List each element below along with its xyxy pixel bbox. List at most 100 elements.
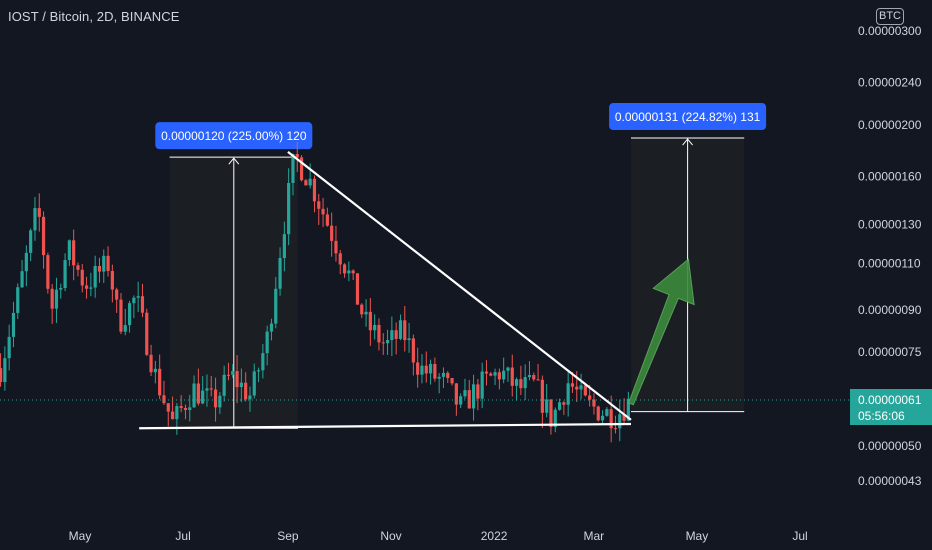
candle-body <box>231 371 235 375</box>
candle-body <box>299 157 304 181</box>
candle-body <box>63 260 67 289</box>
candle-body <box>596 406 600 421</box>
projection-arrow <box>628 258 695 406</box>
candle-body <box>54 289 59 309</box>
candle-body <box>102 255 106 272</box>
candle-body <box>342 264 347 274</box>
candle-body <box>132 297 136 304</box>
candle-body <box>450 377 454 384</box>
candle-body <box>282 234 286 258</box>
candle-body <box>145 312 149 355</box>
candle-body <box>575 386 579 390</box>
candle-body <box>454 383 458 405</box>
time-axis-label: Jul <box>175 529 190 543</box>
candle-body <box>325 214 329 226</box>
candle-body <box>592 399 596 407</box>
candle-body <box>312 178 317 202</box>
candle-body <box>269 323 274 332</box>
candle-body <box>226 374 231 376</box>
candle-body <box>416 362 420 375</box>
candle-body <box>613 428 618 430</box>
candle-body <box>355 273 360 305</box>
measure-label-box <box>155 122 313 150</box>
candle-body <box>97 265 102 272</box>
candle-body <box>110 270 114 290</box>
candle-body <box>519 379 523 389</box>
candle-body <box>127 303 132 326</box>
candle-body <box>235 371 239 388</box>
candle-body <box>347 270 351 274</box>
last-price-tag: 0.00000061 05:56:06 <box>850 389 932 425</box>
time-axis-label: May <box>69 529 92 543</box>
candle-body <box>622 414 626 421</box>
measure-label-box <box>609 103 767 131</box>
candle-body <box>76 265 80 270</box>
candle-body <box>441 372 446 377</box>
candle-body <box>385 340 390 344</box>
candle-body <box>373 324 377 331</box>
candle-body <box>506 367 510 371</box>
candle-body <box>420 365 424 375</box>
candle-body <box>239 382 243 388</box>
candle-body <box>476 384 480 399</box>
candle-body <box>256 370 261 372</box>
candle-body <box>536 379 540 381</box>
chart-title: IOST / Bitcoin, 2D, BINANCE <box>8 9 180 24</box>
candle-body <box>497 372 501 380</box>
candle-body <box>274 288 278 324</box>
candle-body <box>183 407 188 411</box>
candle-body <box>545 399 549 413</box>
drawings-layer <box>0 151 850 430</box>
candle-body <box>170 411 175 420</box>
candle-body <box>510 367 514 386</box>
candle-body <box>222 374 226 396</box>
candle-body <box>330 225 334 241</box>
candle-body <box>618 414 622 429</box>
price-axis: 0.00000300 0.00000240 0.00000200 0.00000160… <box>858 24 922 488</box>
candle-body <box>89 287 93 289</box>
candle-body <box>411 338 415 363</box>
trendline <box>287 151 632 421</box>
time-axis-label: Sep <box>277 529 299 543</box>
price-axis-label: 0.00000090 <box>858 303 922 317</box>
candle-body <box>140 296 145 313</box>
candle-body <box>583 385 587 396</box>
candle-body <box>364 311 368 315</box>
candle-body <box>175 406 179 420</box>
measurement-boxes: 0.00000120 (225.00%) 120 0.00000131 (224.… <box>155 103 767 429</box>
candle-body <box>24 252 28 272</box>
candle-body <box>360 304 364 315</box>
candle-body <box>29 230 33 253</box>
time-axis-label: May <box>686 529 709 543</box>
candle-body <box>158 368 162 396</box>
last-price-value: 0.00000061 <box>858 393 922 407</box>
last-price-tag-box <box>850 389 932 425</box>
currency-badge[interactable]: BTC <box>876 8 904 25</box>
candle-body <box>287 182 291 235</box>
price-axis-label: 0.00000240 <box>858 76 922 90</box>
candle-body <box>188 407 192 411</box>
candle-body <box>50 288 54 309</box>
time-axis: May Jul Sep Nov 2022 Mar May Jul <box>69 529 808 543</box>
candle-body <box>72 240 76 266</box>
candle-body <box>381 342 385 344</box>
candle-body <box>321 208 325 215</box>
candle-body <box>579 385 583 390</box>
measure-arrow-head <box>228 157 240 165</box>
candle-body <box>398 320 403 339</box>
candle-body <box>588 395 592 400</box>
candle-body <box>106 255 110 271</box>
candle-body <box>244 382 248 400</box>
candle-body <box>196 383 200 404</box>
candle-body <box>149 354 153 373</box>
candle-body <box>261 353 265 371</box>
candle-body <box>609 409 613 429</box>
price-axis-label: 0.00000130 <box>858 218 922 232</box>
candle-body <box>278 257 282 289</box>
candle-body <box>0 368 3 383</box>
candle-body <box>252 371 256 396</box>
candle-body <box>368 311 372 331</box>
candle-body <box>7 336 11 359</box>
candle-body <box>317 201 321 209</box>
